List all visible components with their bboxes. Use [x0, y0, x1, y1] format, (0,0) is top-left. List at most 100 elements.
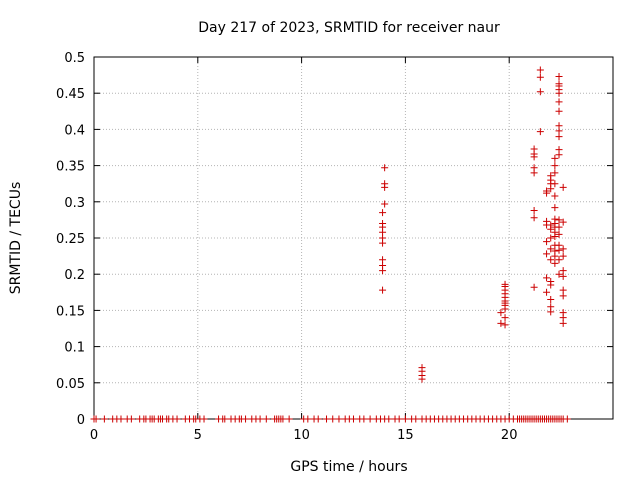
data-point [401, 415, 409, 423]
data-point [551, 204, 559, 212]
data-point [536, 73, 544, 81]
data-point [418, 364, 426, 372]
data-point [530, 145, 538, 153]
data-point [559, 267, 567, 275]
x-tick-label: 20 [501, 428, 518, 443]
data-point [547, 245, 555, 253]
data-point [547, 221, 555, 229]
data-point [555, 80, 563, 88]
data-point [530, 164, 538, 172]
data-point [543, 288, 551, 296]
data-point [543, 238, 551, 246]
data-point [555, 98, 563, 106]
data-point [543, 187, 551, 195]
y-tick-label: 0.35 [56, 160, 85, 175]
x-tick-label: 10 [293, 428, 310, 443]
data-point [412, 415, 420, 423]
data-point [563, 415, 571, 423]
data-point [173, 415, 181, 423]
y-tick-label: 0.4 [64, 123, 85, 138]
y-tick-label: 0.2 [64, 268, 85, 283]
data-point [117, 415, 125, 423]
y-tick-label: 0.45 [56, 87, 85, 102]
x-axis-label: GPS time / hours [290, 459, 407, 475]
data-point [314, 415, 322, 423]
data-point [555, 241, 563, 249]
data-point [127, 415, 135, 423]
data-point [379, 256, 387, 264]
data-point [559, 286, 567, 294]
data-point [200, 415, 208, 423]
data-point [501, 280, 509, 288]
data-point [379, 220, 387, 228]
x-tick-label: 15 [397, 428, 414, 443]
data-point [559, 252, 567, 260]
data-point [279, 415, 287, 423]
data-point [555, 270, 563, 278]
data-point [350, 415, 357, 423]
data-point [559, 218, 567, 226]
data-point [381, 164, 389, 172]
y-axis-label: SRMTID / TECUs [8, 182, 24, 295]
grid-lines [94, 57, 613, 419]
data-point [242, 415, 250, 423]
data-point [329, 415, 337, 423]
data-point [381, 180, 389, 188]
data-point [262, 415, 270, 423]
data-point [547, 303, 555, 311]
data-point [536, 128, 544, 136]
y-tick-label: 0.15 [56, 304, 85, 319]
data-point [530, 214, 538, 222]
data-point [543, 250, 551, 258]
data-point [530, 206, 538, 214]
data-point [497, 319, 505, 327]
data-point [323, 415, 331, 423]
data-point [536, 66, 544, 74]
data-point [555, 230, 563, 238]
data-point [221, 415, 229, 423]
data-point [555, 73, 563, 81]
data-point [547, 172, 555, 180]
data-point [360, 415, 368, 423]
data-point [555, 216, 563, 224]
data-point [501, 314, 509, 322]
data-point [395, 415, 403, 423]
data-point [559, 183, 567, 191]
data-point [551, 162, 559, 170]
x-tick-label: 0 [90, 428, 98, 443]
y-tick-label: 0 [77, 413, 85, 428]
y-tick-label: 0.5 [64, 51, 85, 66]
data-point [366, 415, 374, 423]
data-point [285, 415, 293, 423]
data-point [543, 217, 551, 225]
data-point [536, 88, 544, 96]
data-point [551, 215, 559, 223]
data-point [100, 415, 108, 423]
data-point [555, 122, 563, 130]
data-point [559, 309, 567, 317]
data-point [551, 169, 559, 177]
data-point [547, 234, 555, 242]
data-point [547, 296, 555, 304]
data-point [256, 415, 264, 423]
data-point [501, 321, 509, 329]
data-point [551, 259, 559, 267]
data-point [385, 415, 393, 423]
data-point [551, 180, 559, 188]
data-point [497, 309, 505, 317]
data-point [555, 107, 563, 115]
data-point [547, 256, 555, 264]
data-point [379, 286, 387, 294]
data-point [551, 154, 559, 162]
data-point [543, 274, 551, 282]
data-point [379, 209, 387, 217]
y-tick-label: 0.25 [56, 232, 85, 247]
data-point [555, 256, 563, 264]
data-point [304, 415, 312, 423]
data-point [547, 277, 555, 285]
data-point [551, 192, 559, 200]
data-point [559, 245, 567, 253]
data-point [530, 283, 538, 291]
